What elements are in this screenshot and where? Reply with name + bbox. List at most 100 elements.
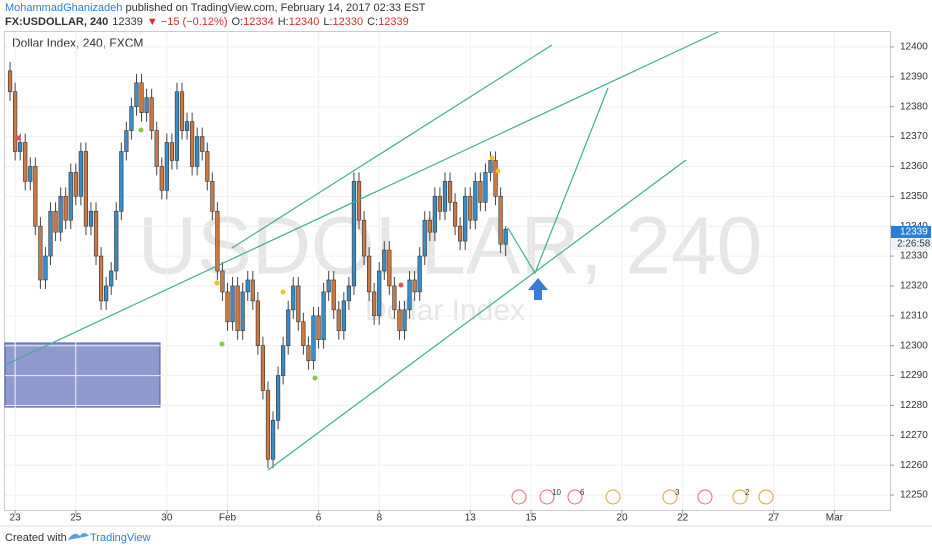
x-tick-label: 15 <box>525 513 537 524</box>
footer-brand[interactable]: TradingView <box>90 532 151 544</box>
trend-line[interactable] <box>231 44 553 249</box>
candle-body <box>498 196 503 245</box>
candle-body <box>144 97 149 113</box>
y-tick-label: 12250 <box>900 490 928 501</box>
x-tick-label: 13 <box>465 513 477 524</box>
event-count: 2 <box>745 488 750 497</box>
candle-body <box>463 196 468 242</box>
published: published on TradingView.com, February 1… <box>122 2 425 14</box>
legend: Dollar Index, 240, FXCM <box>12 36 143 50</box>
author[interactable]: MohammadGhanizadeh <box>5 2 122 14</box>
signal-dots <box>15 127 501 381</box>
candle-body <box>225 291 230 323</box>
trend-lines[interactable] <box>4 31 719 471</box>
candle-body <box>270 420 276 460</box>
dot <box>138 127 144 133</box>
y-tick-label: 12350 <box>900 191 928 202</box>
y-tick-label: 12360 <box>900 161 928 172</box>
candle-body <box>427 219 432 233</box>
event-count: 6 <box>580 488 585 497</box>
price-tag-bg <box>891 226 931 238</box>
candle-body <box>184 121 190 131</box>
candle-body <box>159 166 164 191</box>
x-tick-label: 27 <box>768 513 780 524</box>
tv-logo <box>68 533 89 540</box>
candle-body <box>164 142 169 191</box>
candle-body <box>68 172 73 221</box>
y-tick-label: 12320 <box>900 281 928 292</box>
candle-body <box>104 285 109 302</box>
candle-body <box>58 196 63 233</box>
c-label: C: <box>367 16 378 28</box>
dot <box>280 289 286 295</box>
event[interactable] <box>511 489 527 505</box>
candle-body <box>83 151 89 227</box>
trend-line[interactable] <box>267 159 687 471</box>
candle-body <box>38 225 43 281</box>
candle-body <box>124 130 129 152</box>
dot <box>489 155 495 161</box>
candle-body <box>346 285 351 302</box>
watermark-sub: Dollar Index <box>365 294 525 327</box>
y-tick-label: 12390 <box>900 71 928 82</box>
event[interactable] <box>539 489 555 505</box>
trend-line[interactable] <box>4 31 719 366</box>
projection[interactable] <box>507 87 609 275</box>
event[interactable] <box>758 489 774 505</box>
candle-body <box>326 279 331 293</box>
dot <box>219 341 225 347</box>
event[interactable] <box>662 489 678 505</box>
candle-body <box>382 249 387 272</box>
candle-body <box>205 151 210 182</box>
candle-body <box>23 142 28 182</box>
quote-line: FX:USDOLLAR, 240 12339 ▼ −15 (−0.12%) O:123… <box>5 16 409 28</box>
footer-created: Created with <box>5 532 67 544</box>
candle-body <box>210 181 215 212</box>
candle-body <box>149 97 154 131</box>
candle-body <box>240 291 245 332</box>
y-tick-label: 12300 <box>900 340 928 351</box>
candle-body <box>503 228 508 245</box>
candle-body <box>53 210 58 233</box>
zone-box[interactable] <box>4 342 161 408</box>
arrow-up[interactable] <box>528 278 548 300</box>
candle-body <box>43 255 48 281</box>
candle-body <box>190 121 195 167</box>
event[interactable] <box>732 489 748 505</box>
event[interactable] <box>567 489 583 505</box>
candle-body <box>442 181 448 212</box>
candle-body <box>114 210 119 272</box>
candle-body <box>33 166 38 227</box>
candle-body <box>286 309 291 346</box>
plot-frame <box>4 31 891 511</box>
candle-body <box>488 160 493 173</box>
candle-body <box>372 291 377 317</box>
candle-body <box>321 291 326 341</box>
x-tick-label: Feb <box>219 513 237 524</box>
candle-body <box>250 279 255 302</box>
candle-body <box>412 279 417 293</box>
candle-body <box>422 219 427 257</box>
event[interactable] <box>697 489 713 505</box>
x-tick-label: 6 <box>316 513 322 524</box>
y-tick-label: 12270 <box>900 430 928 441</box>
dot <box>214 280 220 286</box>
candle-body <box>109 270 114 287</box>
candles <box>7 61 508 469</box>
x-tick-label: Mar <box>826 513 844 524</box>
candle-body <box>291 285 296 311</box>
dot <box>495 168 501 174</box>
candle-body <box>473 181 478 221</box>
event-badges[interactable]: 10 6 3 2 <box>511 488 774 505</box>
candle-body <box>316 315 321 341</box>
y-tick-label: 12400 <box>900 42 928 53</box>
candle-body <box>179 91 185 131</box>
candle-body <box>331 279 336 311</box>
candle-body <box>336 309 341 332</box>
event[interactable] <box>605 489 621 505</box>
candle-body <box>28 166 33 182</box>
o-label: O: <box>232 16 244 28</box>
candle-body <box>407 279 412 311</box>
